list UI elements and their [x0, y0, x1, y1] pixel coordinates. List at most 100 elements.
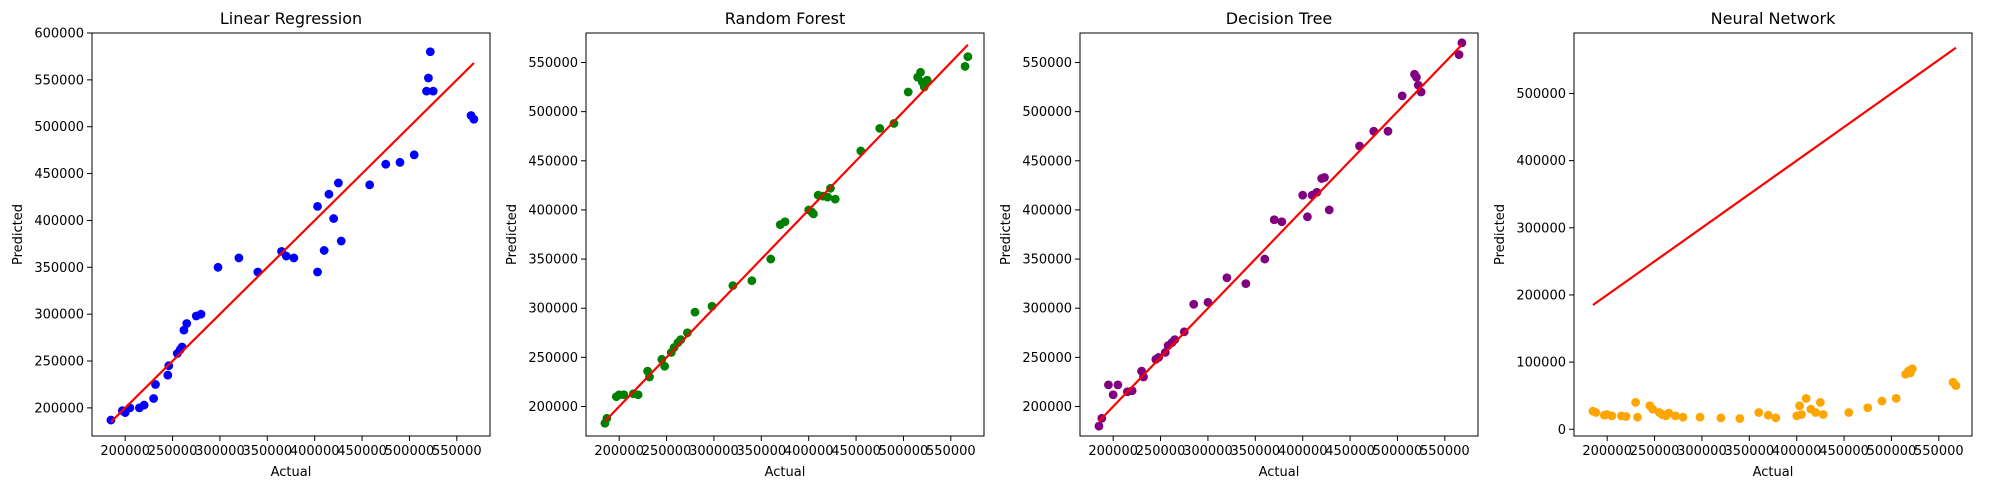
- y-tick-label: 500000: [1022, 105, 1072, 120]
- reference-line: [604, 44, 969, 423]
- y-tick-label: 400000: [1022, 203, 1072, 218]
- data-point: [1241, 279, 1251, 289]
- plot-area: [106, 47, 479, 425]
- x-tick-label: 300000: [1677, 444, 1727, 459]
- data-point: [1716, 413, 1726, 423]
- x-tick-label: 500000: [1373, 444, 1423, 459]
- data-point: [409, 150, 419, 160]
- x-tick-label: 400000: [784, 444, 834, 459]
- data-point: [619, 390, 629, 400]
- y-tick-label: 350000: [528, 253, 578, 268]
- data-point: [1801, 393, 1811, 403]
- data-point: [645, 372, 654, 382]
- y-tick-label: 250000: [528, 351, 578, 366]
- reference-line: [1098, 44, 1463, 423]
- x-tick-label: 300000: [689, 444, 739, 459]
- x-tick-label: 200000: [100, 444, 150, 459]
- data-point: [1763, 410, 1773, 420]
- y-tick-label: 500000: [528, 105, 578, 120]
- data-point: [179, 325, 189, 335]
- data-point: [106, 415, 116, 425]
- y-tick-label: 450000: [1022, 154, 1072, 169]
- data-point: [1818, 410, 1828, 419]
- x-tick-label: 200000: [1088, 444, 1138, 459]
- y-tick-label: 200000: [1516, 288, 1566, 303]
- data-point: [1815, 398, 1825, 407]
- data-point: [1771, 413, 1781, 423]
- data-point: [963, 52, 973, 61]
- x-tick-label: 250000: [148, 444, 198, 459]
- x-tick-label: 450000: [337, 444, 387, 459]
- x-tick-label: 550000: [432, 444, 482, 459]
- data-point: [780, 217, 790, 227]
- y-axis-label: Predicted: [11, 204, 26, 265]
- chart-panel-2: Random Forest200000250000300000350000400…: [505, 9, 985, 480]
- data-point: [1754, 408, 1764, 417]
- data-point: [324, 189, 334, 199]
- x-tick-label: 350000: [736, 444, 786, 459]
- y-tick-label: 200000: [1022, 400, 1072, 415]
- data-point: [960, 62, 970, 71]
- x-tick-label: 300000: [195, 444, 245, 459]
- x-axis-label: Actual: [271, 465, 312, 480]
- data-point: [329, 214, 339, 223]
- data-point: [1648, 404, 1658, 414]
- data-point: [1320, 173, 1329, 182]
- x-tick-label: 450000: [1325, 444, 1375, 459]
- y-tick-label: 400000: [34, 214, 84, 229]
- data-point: [213, 262, 223, 272]
- x-tick-label: 500000: [385, 444, 435, 459]
- data-point: [422, 86, 431, 96]
- x-tick-label: 250000: [1630, 444, 1680, 459]
- data-point: [469, 114, 479, 124]
- x-tick-label: 450000: [831, 444, 881, 459]
- x-axis-label: Actual: [1753, 465, 1794, 480]
- data-point: [1877, 396, 1887, 406]
- data-point: [319, 246, 329, 255]
- axes-frame: [585, 32, 985, 437]
- chart-title: Decision Tree: [1226, 9, 1333, 28]
- data-point: [1795, 401, 1804, 411]
- data-point: [1797, 410, 1806, 419]
- data-point: [1412, 72, 1421, 82]
- data-point: [1139, 372, 1148, 382]
- y-tick-label: 600000: [34, 27, 84, 42]
- data-point: [1735, 414, 1745, 423]
- data-point: [1844, 408, 1854, 417]
- x-tick-label: 450000: [1819, 444, 1869, 459]
- data-point: [1631, 398, 1640, 407]
- x-tick-label: 400000: [1278, 444, 1328, 459]
- data-point: [1104, 380, 1113, 390]
- y-tick-label: 0: [1558, 423, 1566, 438]
- data-point: [889, 119, 899, 128]
- data-point: [1454, 50, 1464, 60]
- y-tick-label: 300000: [1516, 221, 1566, 236]
- x-tick-label: 350000: [1230, 444, 1280, 459]
- data-point: [1664, 408, 1674, 418]
- data-point: [1383, 126, 1393, 136]
- y-tick-label: 200000: [34, 401, 84, 416]
- x-tick-label: 550000: [926, 444, 976, 459]
- y-tick-label: 550000: [34, 73, 84, 88]
- data-point: [1108, 390, 1118, 400]
- y-tick-label: 450000: [34, 167, 84, 182]
- data-point: [139, 400, 149, 410]
- data-point: [1189, 299, 1199, 309]
- data-point: [823, 192, 833, 202]
- data-point: [1863, 403, 1873, 413]
- x-tick-label: 250000: [1136, 444, 1186, 459]
- data-point: [1607, 411, 1617, 421]
- x-tick-label: 400000: [1772, 444, 1822, 459]
- data-point: [1951, 381, 1961, 391]
- y-axis-label: Predicted: [1493, 204, 1508, 265]
- x-tick-label: 550000: [1914, 444, 1964, 459]
- data-point: [365, 180, 375, 190]
- chart-panel-3: Decision Tree200000250000300000350000400…: [999, 9, 1479, 480]
- y-tick-label: 550000: [528, 56, 578, 71]
- data-point: [1303, 212, 1312, 222]
- x-tick-label: 250000: [642, 444, 692, 459]
- data-point: [690, 307, 700, 317]
- data-point: [1113, 380, 1123, 390]
- data-point: [1695, 412, 1705, 422]
- data-point: [336, 236, 346, 246]
